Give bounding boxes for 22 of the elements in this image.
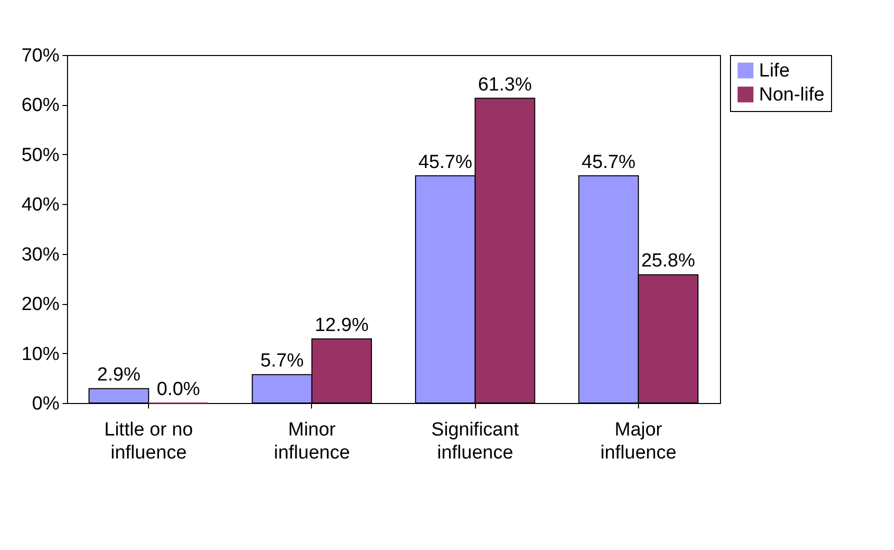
x-tick-label: Significant influence [431, 420, 520, 464]
data-label: 12.9% [314, 314, 369, 336]
data-label: 45.7% [582, 152, 636, 173]
x-tick-label: Little or no influence [104, 420, 193, 464]
data-label: 45.7% [418, 152, 472, 173]
data-label: 61.3% [478, 74, 532, 96]
y-tick-label: 50% [21, 144, 60, 166]
y-tick-label: 60% [21, 95, 60, 116]
y-tick-label: 70% [21, 46, 60, 66]
y-tick-label: 20% [21, 294, 60, 316]
x-tick-label: Major influence [600, 420, 676, 464]
data-label: 25.8% [641, 250, 696, 272]
x-tick-label: Minor influence [274, 420, 350, 464]
y-tick-label: 30% [21, 244, 60, 266]
y-tick-label: 0% [32, 394, 60, 414]
data-label: 2.9% [97, 364, 141, 386]
data-label: 5.7% [260, 350, 304, 372]
data-label: 0.0% [156, 379, 200, 400]
legend-label: Non-life [759, 84, 824, 106]
y-tick-label: 10% [21, 344, 60, 365]
legend-label: Life [759, 60, 790, 82]
y-tick-label: 40% [21, 194, 60, 216]
